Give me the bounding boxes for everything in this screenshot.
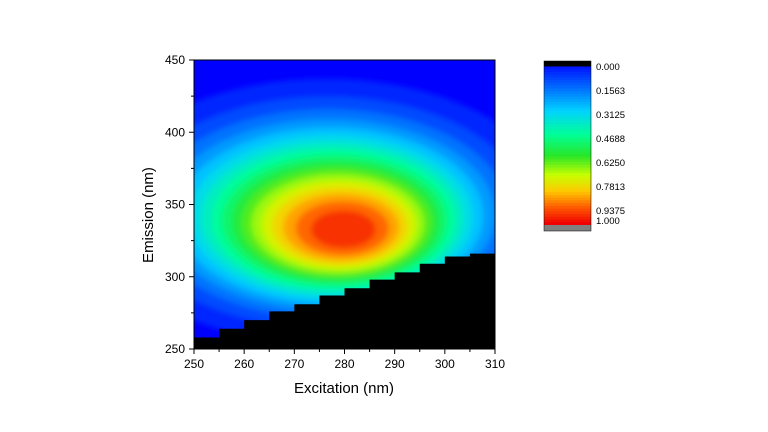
colorbar-swatch — [544, 99, 591, 103]
colorbar-swatch — [544, 192, 591, 196]
colorbar-swatch — [544, 112, 591, 117]
y-tick-label: 250 — [165, 342, 185, 356]
colorbar-swatch — [544, 123, 591, 128]
colorbar-swatch — [544, 145, 591, 150]
colorbar-swatch — [544, 222, 591, 226]
colorbar-swatch — [544, 175, 591, 180]
x-tick-label: 290 — [385, 357, 405, 371]
colorbar-swatch — [544, 197, 591, 201]
colorbar-swatch — [544, 104, 591, 109]
colorbar-swatch — [544, 148, 591, 152]
colorbar-label: 0.9375 — [596, 206, 625, 217]
colorbar-swatch — [544, 96, 591, 100]
colorbar-label: 0.000 — [596, 62, 620, 73]
colorbar-swatch — [544, 102, 591, 106]
colorbar-swatch — [544, 143, 591, 147]
colorbar-swatch — [544, 140, 591, 144]
colorbar-swatch — [544, 178, 591, 182]
x-tick-label: 250 — [184, 357, 204, 371]
y-tick-label: 400 — [165, 125, 185, 139]
colorbar-swatch — [544, 85, 591, 89]
colorbar-swatch — [544, 219, 591, 223]
colorbar-frame — [543, 60, 592, 232]
x-tick-label: 280 — [334, 357, 354, 371]
colorbar-label: 1.000 — [596, 216, 620, 227]
colorbar-swatch — [544, 151, 591, 155]
colorbar-swatch — [544, 159, 591, 163]
colorbar-swatch — [544, 61, 591, 65]
x-tick-label: 310 — [485, 357, 505, 371]
colorbar-swatch — [544, 216, 591, 221]
colorbar-swatch — [544, 186, 591, 191]
colorbar-swatch — [544, 164, 591, 169]
colorbar-swatch — [544, 153, 591, 158]
colorbar-swatch — [544, 115, 591, 119]
colorbar-swatch — [544, 132, 591, 136]
y-tick-label: 350 — [165, 198, 185, 212]
colorbar-swatch — [544, 91, 591, 95]
contour-level — [311, 210, 376, 249]
x-tick-label: 270 — [284, 357, 304, 371]
colorbar-swatch — [544, 134, 591, 139]
colorbar-swatch — [544, 77, 591, 81]
colorbar-swatch — [544, 66, 591, 70]
colorbar-swatch — [544, 88, 591, 92]
colorbar-swatch — [544, 200, 591, 204]
x-tick-label: 300 — [435, 357, 455, 371]
colorbar-swatch — [544, 173, 591, 177]
colorbar-label: 0.7813 — [596, 182, 625, 193]
y-axis: 250 300 350 400 450 — [165, 53, 194, 356]
colorbar-swatch — [544, 63, 591, 68]
colorbar-swatch — [544, 189, 591, 193]
colorbar-label: 0.4688 — [596, 134, 625, 145]
colorbar-swatch — [544, 194, 591, 199]
colorbar-swatch — [544, 118, 591, 122]
colorbar-swatch — [544, 71, 591, 76]
colorbar-swatch — [544, 208, 591, 212]
colorbar-swatch — [544, 167, 591, 171]
colorbar-swatch — [544, 80, 591, 84]
y-tick-label: 300 — [165, 270, 185, 284]
y-axis-label: Emission (nm) — [140, 167, 157, 263]
colorbar-swatch — [544, 225, 591, 231]
colorbar-swatch — [544, 69, 591, 73]
x-axis-label: Excitation (nm) — [294, 380, 394, 397]
colorbar-swatch — [544, 121, 591, 125]
no-data-region — [194, 253, 495, 349]
colorbar-swatch — [544, 162, 591, 166]
x-axis: 250 260 270 280 290 300 310 — [184, 349, 505, 371]
colorbar-swatch — [544, 82, 591, 87]
x-tick-label: 260 — [234, 357, 254, 371]
colorbar-label: 0.1563 — [596, 86, 625, 97]
colorbar-label: 0.6250 — [596, 158, 625, 169]
colorbar-swatch — [544, 156, 591, 160]
colorbar-swatch — [544, 170, 591, 174]
intensity-contours — [194, 78, 495, 345]
colorbar-label: 0.3125 — [596, 110, 625, 121]
y-tick-label: 450 — [165, 53, 185, 67]
colorbar-swatch — [544, 181, 591, 185]
colorbar-legend: 0.000 0.1563 0.3125 0.4688 0.6250 0.7813 0.937… — [543, 60, 625, 232]
colorbar-swatch — [544, 203, 591, 207]
colorbar-swatch — [544, 107, 591, 111]
colorbar-swatch — [544, 110, 591, 114]
colorbar-swatch — [544, 126, 591, 130]
colorbar-swatch — [544, 129, 591, 133]
colorbar-swatch — [544, 211, 591, 215]
colorbar-swatch — [544, 214, 591, 218]
colorbar-swatch — [544, 137, 591, 141]
plot-area — [194, 60, 495, 349]
colorbar-swatch — [544, 74, 591, 78]
colorbar-swatch — [544, 184, 591, 188]
colorbar-swatch — [544, 205, 591, 210]
colorbar-swatch — [544, 93, 591, 98]
